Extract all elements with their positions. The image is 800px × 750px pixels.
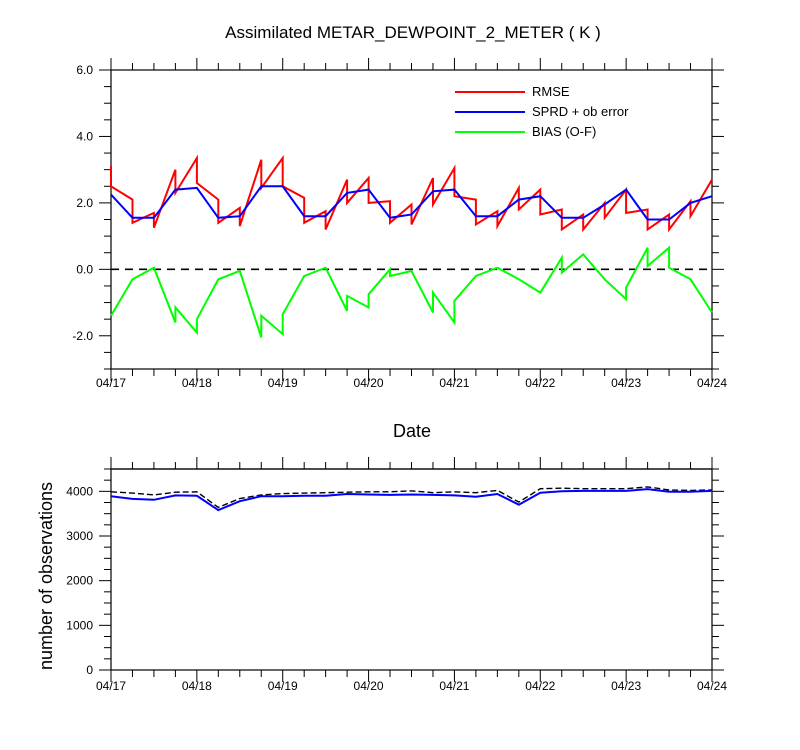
y-tick-label: 6.0 (76, 63, 93, 77)
y-axis-label-observations: number of observations (36, 482, 56, 670)
x-tick-label: 04/23 (611, 376, 641, 390)
x-tick-label: 04/18 (182, 376, 212, 390)
series-line-dashed-0 (110, 486, 713, 509)
y-tick-label: 4.0 (76, 129, 93, 143)
y-tick-label: 4000 (66, 484, 93, 498)
x-tick-label: 04/21 (439, 679, 469, 693)
chart-title: Assimilated METAR_DEWPOINT_2_METER ( K ) (225, 23, 601, 42)
x-tick-label: 04/21 (439, 376, 469, 390)
y-tick-label: 3000 (66, 529, 93, 543)
x-axis-label: Date (393, 421, 431, 441)
x-tick-label: 04/22 (525, 376, 555, 390)
x-tick-label: 04/17 (96, 376, 126, 390)
x-tick-label: 04/23 (611, 679, 641, 693)
legend-label: SPRD + ob error (532, 104, 629, 119)
x-tick-label: 04/17 (96, 679, 126, 693)
x-tick-label: 04/20 (354, 376, 384, 390)
x-tick-label: 04/22 (525, 679, 555, 693)
top-panel: 04/17 04/18 04/19 04/20 04/21 04/22 04/23 04/24… (72, 58, 727, 390)
x-tick-label: 04/19 (268, 679, 298, 693)
legend-label: BIAS (O-F) (532, 124, 596, 139)
y-tick-label: 1000 (66, 618, 93, 632)
x-tick-label: 04/19 (268, 376, 298, 390)
x-tick-label: 04/20 (354, 679, 384, 693)
y-tick-label: 0.0 (76, 262, 93, 276)
x-tick-label: 04/24 (697, 679, 727, 693)
series-line-sprd-ob-error (110, 185, 713, 221)
y-tick-label: 0 (86, 663, 93, 677)
series-line-bias-o-f (110, 245, 713, 338)
y-tick-label: -2.0 (72, 329, 93, 343)
y-tick-label: 2.0 (76, 196, 93, 210)
series-line-rmse (110, 154, 713, 233)
legend-label: RMSE (532, 84, 570, 99)
legend: RMSE SPRD + ob error BIAS (O-F) (455, 84, 629, 139)
y-tick-label: 2000 (66, 574, 93, 588)
series-line-solid-1 (110, 488, 713, 512)
bottom-panel: 04/17 04/18 04/19 04/20 04/21 04/22 04/23 04/24… (66, 457, 727, 693)
x-tick-label: 04/24 (697, 376, 727, 390)
x-tick-label: 04/18 (182, 679, 212, 693)
